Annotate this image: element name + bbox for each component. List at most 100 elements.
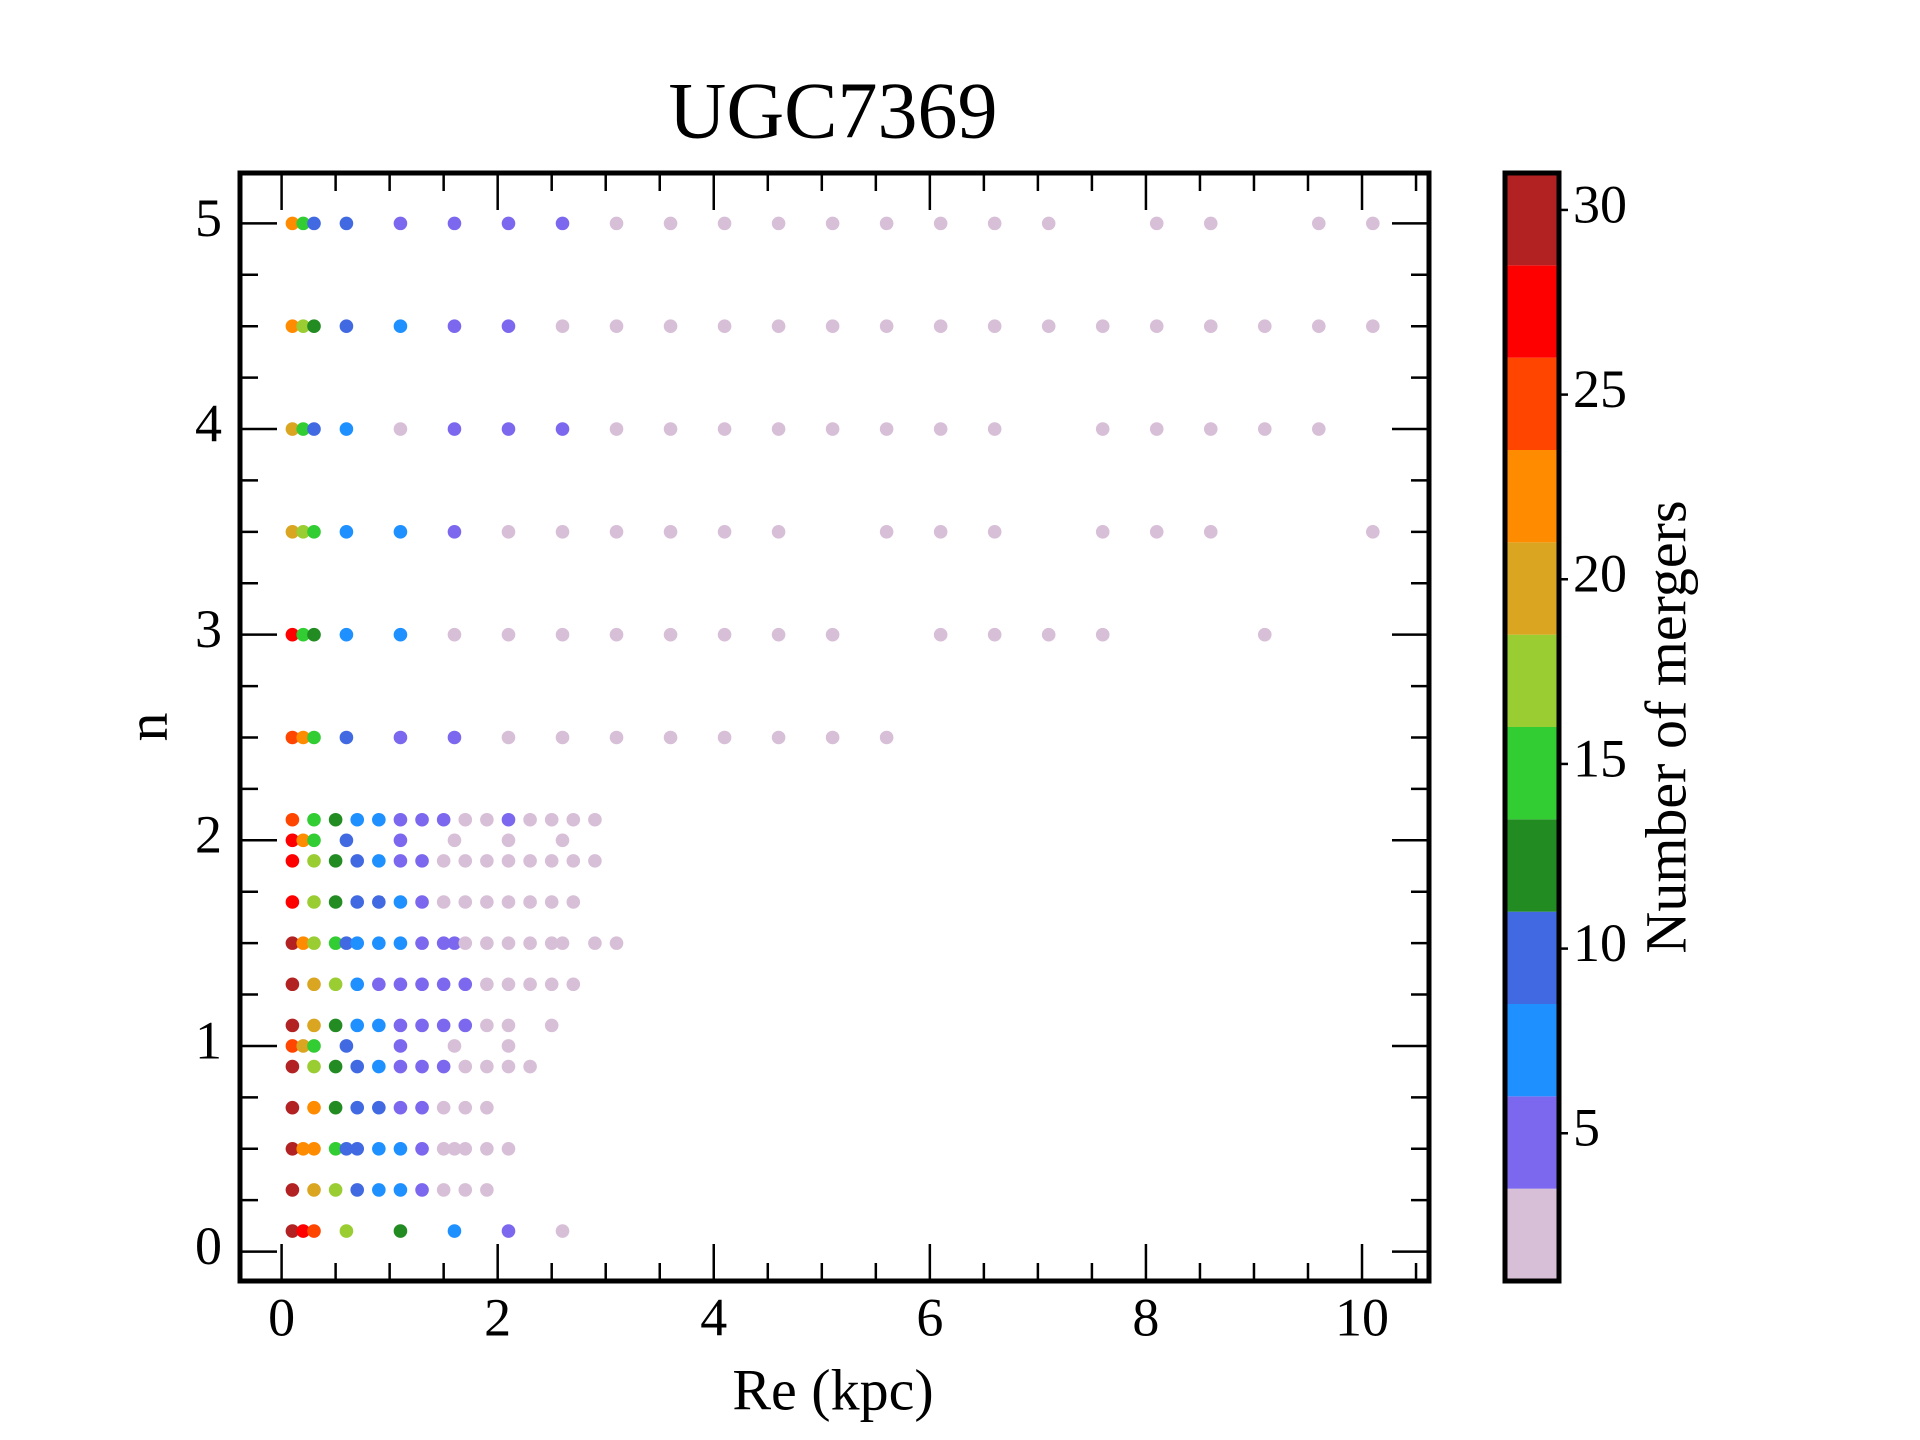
point: [1149, 525, 1164, 539]
point: [372, 1183, 386, 1197]
point: [415, 854, 429, 868]
point: [415, 1059, 429, 1074]
y-tick-label: 4: [195, 393, 222, 453]
point: [393, 730, 408, 745]
point: [933, 319, 948, 334]
point: [717, 730, 732, 745]
point: [1041, 319, 1056, 334]
point: [501, 1039, 516, 1053]
colorbar-tick-label: 30: [1573, 174, 1627, 234]
point: [350, 895, 365, 909]
point: [1149, 319, 1164, 334]
point: [458, 1141, 473, 1156]
point: [609, 422, 624, 436]
point: [501, 1018, 516, 1033]
point: [285, 977, 300, 992]
colorbar-band: [1505, 450, 1559, 543]
point: [393, 1039, 408, 1053]
colorbar-band: [1505, 819, 1559, 912]
point: [566, 895, 581, 909]
point: [350, 1183, 365, 1197]
colorbar-tick-label: 5: [1573, 1098, 1600, 1158]
point: [415, 1183, 429, 1197]
point: [307, 1039, 321, 1053]
point: [825, 422, 840, 436]
point: [372, 1100, 386, 1115]
point: [717, 525, 732, 539]
point: [372, 1018, 386, 1033]
point: [1095, 627, 1110, 642]
colorbar-frame: [1502, 170, 1562, 1284]
point: [447, 319, 462, 334]
point: [458, 854, 473, 868]
point: [588, 854, 602, 868]
point: [415, 1141, 429, 1156]
point: [328, 936, 343, 950]
point: [393, 1141, 408, 1156]
point: [339, 1224, 354, 1238]
point: [393, 833, 408, 848]
point: [415, 812, 429, 827]
point: [350, 1100, 365, 1115]
x-tick-label: 4: [700, 1287, 727, 1347]
point: [436, 895, 451, 909]
point: [339, 216, 354, 231]
point: [501, 525, 516, 539]
point: [501, 833, 516, 848]
point: [285, 1039, 300, 1053]
point: [987, 627, 1002, 642]
point: [436, 1059, 451, 1074]
point: [285, 854, 300, 868]
point: [415, 895, 429, 909]
point: [588, 936, 602, 950]
point: [328, 854, 343, 868]
point: [307, 1183, 321, 1197]
point: [447, 525, 462, 539]
point: [393, 319, 408, 334]
colorbar-band: [1505, 1096, 1559, 1189]
point: [307, 854, 321, 868]
point: [555, 319, 570, 334]
point: [717, 319, 732, 334]
point: [458, 1059, 473, 1074]
point: [987, 216, 1002, 231]
point: [307, 1141, 321, 1156]
point: [372, 1059, 386, 1074]
point: [350, 1018, 365, 1033]
point: [825, 730, 840, 745]
point: [372, 812, 386, 827]
point: [555, 422, 570, 436]
point: [825, 627, 840, 642]
x-tick-label: 8: [1132, 1287, 1159, 1347]
point: [447, 936, 462, 950]
point: [285, 627, 300, 642]
point: [717, 216, 732, 231]
point: [987, 319, 1002, 334]
point: [544, 854, 559, 868]
point: [285, 812, 300, 827]
point: [933, 422, 948, 436]
point: [663, 216, 678, 231]
point: [285, 319, 300, 334]
point: [307, 812, 321, 827]
colorbar-label: Number of mergers: [1633, 500, 1698, 953]
y-tick-label: 1: [195, 1010, 222, 1070]
point: [501, 812, 516, 827]
point: [339, 422, 354, 436]
point: [544, 977, 559, 992]
point: [588, 812, 602, 827]
point: [285, 422, 300, 436]
point: [447, 1224, 462, 1238]
point: [328, 1059, 343, 1074]
point: [663, 730, 678, 745]
point: [436, 977, 451, 992]
point: [717, 627, 732, 642]
point: [393, 812, 408, 827]
point: [501, 936, 516, 950]
point: [372, 854, 386, 868]
point: [372, 1141, 386, 1156]
point: [415, 1100, 429, 1115]
point: [771, 730, 786, 745]
point: [436, 1183, 451, 1197]
point: [458, 1100, 473, 1115]
